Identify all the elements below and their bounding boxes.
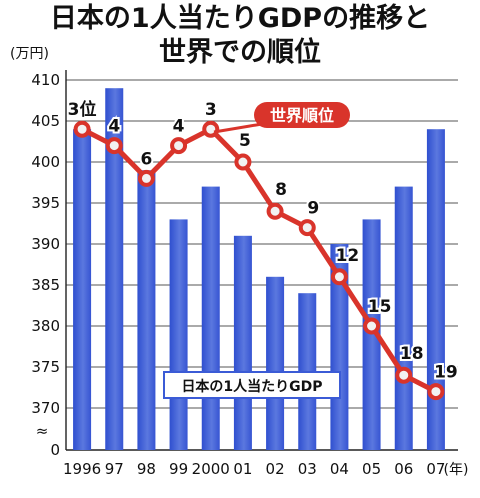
bar — [73, 129, 92, 450]
y-tick-label: 390 — [31, 235, 60, 253]
rank-marker — [202, 120, 220, 138]
x-tick-label: 1996 — [63, 460, 101, 478]
rank-label: 19 — [434, 363, 458, 383]
bar — [426, 129, 445, 450]
y-tick-label: 400 — [31, 153, 60, 171]
bar — [394, 186, 413, 450]
legend-label: 日本の1人当たりGDP — [181, 378, 322, 395]
callout-pointer — [213, 122, 263, 134]
rank-label: 8 — [275, 180, 287, 200]
rank-marker — [427, 383, 445, 401]
bar — [266, 276, 285, 450]
y-tick-label: 375 — [31, 358, 60, 376]
rank-marker — [170, 137, 188, 155]
bar — [169, 219, 188, 450]
rank-label: 18 — [400, 344, 424, 364]
rank-marker — [298, 219, 316, 237]
x-tick-label: 05 — [362, 460, 381, 478]
x-tick-label: 03 — [298, 460, 317, 478]
rank-marker — [137, 169, 155, 187]
y-tick-label: 395 — [31, 194, 60, 212]
x-tick-label: 01 — [233, 460, 252, 478]
rank-marker — [395, 366, 413, 384]
axis-break-mark: ≈ — [36, 422, 49, 440]
rank-label: 15 — [368, 297, 392, 317]
callout-box — [254, 102, 350, 128]
y-tick-label: 410 — [31, 71, 60, 89]
y-tick-label: 370 — [31, 399, 60, 417]
y-tick-label: 405 — [31, 112, 60, 130]
y-axis-unit: (万円) — [10, 46, 49, 62]
x-tick-label: 02 — [266, 460, 285, 478]
x-axis-unit: (年) — [444, 462, 469, 478]
x-tick-label: 06 — [394, 460, 413, 478]
x-tick-label: 99 — [169, 460, 188, 478]
rank-marker — [105, 137, 123, 155]
x-tick-label: 07 — [426, 460, 445, 478]
chart-title-line2: 世界での順位 — [159, 37, 321, 68]
x-tick-label: 97 — [105, 460, 124, 478]
rank-label: 4 — [173, 117, 185, 137]
rank-marker — [73, 120, 91, 138]
y-tick-label: 0 — [50, 441, 60, 459]
bar — [201, 186, 220, 450]
rank-marker — [363, 317, 381, 335]
rank-label: 3位 — [68, 99, 97, 120]
rank-marker — [266, 202, 284, 220]
bar — [105, 88, 124, 450]
bar — [233, 235, 252, 450]
y-tick-label: 380 — [31, 317, 60, 335]
rank-line — [80, 126, 438, 394]
x-tick-label: 98 — [137, 460, 156, 478]
bar — [362, 219, 381, 450]
rank-label: 3 — [205, 100, 217, 120]
rank-marker — [330, 268, 348, 286]
x-tick-label: 04 — [330, 460, 349, 478]
rank-label: 9 — [307, 199, 319, 219]
rank-label: 5 — [239, 131, 251, 151]
bar — [137, 170, 156, 450]
rank-label: 4 — [108, 117, 120, 137]
rank-label: 12 — [336, 246, 360, 266]
rank-label: 6 — [140, 149, 152, 169]
x-tick-label: 2000 — [192, 460, 230, 478]
y-tick-label: 385 — [31, 276, 60, 294]
rank-marker — [234, 153, 252, 171]
legend-box — [163, 371, 341, 399]
callout-label: 世界順位 — [270, 106, 334, 125]
chart-title-line1: 日本の1人当たりGDPの推移と — [49, 3, 431, 34]
